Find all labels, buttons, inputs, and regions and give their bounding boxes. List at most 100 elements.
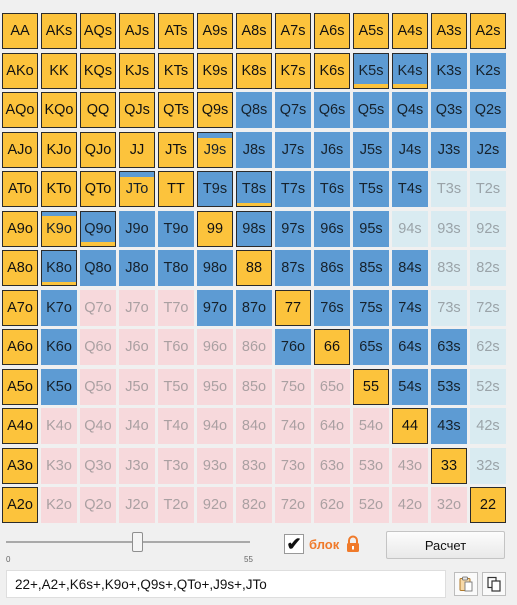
hand-cell-54s[interactable]: 54s bbox=[392, 368, 428, 405]
hand-cell-Q3o[interactable]: Q3o bbox=[80, 447, 116, 484]
hand-cell-75o[interactable]: 75o bbox=[275, 368, 311, 405]
hand-cell-T4o[interactable]: T4o bbox=[158, 408, 194, 444]
hand-cell-A5o[interactable]: A5o bbox=[2, 368, 38, 405]
hand-cell-64s[interactable]: 64s bbox=[392, 329, 428, 365]
hand-cell-QJo[interactable]: QJo bbox=[80, 131, 116, 168]
hand-cell-K6o[interactable]: K6o bbox=[41, 329, 77, 365]
hand-cell-J4o[interactable]: J4o bbox=[119, 408, 155, 444]
hand-cell-JTs[interactable]: JTs bbox=[158, 131, 194, 168]
hand-cell-88[interactable]: 88 bbox=[236, 250, 272, 286]
hand-cell-63o[interactable]: 63o bbox=[314, 447, 350, 484]
hand-cell-K2s[interactable]: K2s bbox=[470, 52, 506, 89]
hand-cell-J9s[interactable]: J9s bbox=[197, 131, 233, 168]
hand-cell-KJs[interactable]: KJs bbox=[119, 52, 155, 89]
hand-cell-85s[interactable]: 85s bbox=[353, 250, 389, 286]
hand-cell-63s[interactable]: 63s bbox=[431, 329, 467, 365]
hand-cell-Q8s[interactable]: Q8s bbox=[236, 92, 272, 128]
hand-cell-A7s[interactable]: A7s bbox=[275, 13, 311, 49]
hand-cell-AKo[interactable]: AKo bbox=[2, 52, 38, 89]
hand-cell-K7o[interactable]: K7o bbox=[41, 289, 77, 326]
hand-cell-43s[interactable]: 43s bbox=[431, 408, 467, 444]
hand-cell-K6s[interactable]: K6s bbox=[314, 52, 350, 89]
hand-cell-Q5o[interactable]: Q5o bbox=[80, 368, 116, 405]
hand-cell-87s[interactable]: 87s bbox=[275, 250, 311, 286]
hand-cell-QTo[interactable]: QTo bbox=[80, 171, 116, 207]
hand-cell-KK[interactable]: KK bbox=[41, 52, 77, 89]
hand-cell-86o[interactable]: 86o bbox=[236, 329, 272, 365]
hand-cell-K4o[interactable]: K4o bbox=[41, 408, 77, 444]
hand-cell-KJo[interactable]: KJo bbox=[41, 131, 77, 168]
paste-button[interactable] bbox=[454, 572, 478, 596]
hand-cell-TT[interactable]: TT bbox=[158, 171, 194, 207]
hand-cell-72s[interactable]: 72s bbox=[470, 289, 506, 326]
hand-cell-Q9s[interactable]: Q9s bbox=[197, 92, 233, 128]
hand-cell-T9o[interactable]: T9o bbox=[158, 210, 194, 247]
hand-cell-98s[interactable]: 98s bbox=[236, 210, 272, 247]
hand-cell-Q8o[interactable]: Q8o bbox=[80, 250, 116, 286]
hand-cell-42s[interactable]: 42s bbox=[470, 408, 506, 444]
hand-cell-A6o[interactable]: A6o bbox=[2, 329, 38, 365]
hand-cell-JJ[interactable]: JJ bbox=[119, 131, 155, 168]
hand-cell-74o[interactable]: 74o bbox=[275, 408, 311, 444]
hand-cell-T7s[interactable]: T7s bbox=[275, 171, 311, 207]
hand-cell-62s[interactable]: 62s bbox=[470, 329, 506, 365]
calculate-button[interactable]: Расчет bbox=[386, 531, 505, 559]
hand-cell-AJs[interactable]: AJs bbox=[119, 13, 155, 49]
hand-cell-32o[interactable]: 32o bbox=[431, 487, 467, 523]
hand-cell-J7o[interactable]: J7o bbox=[119, 289, 155, 326]
hand-cell-32s[interactable]: 32s bbox=[470, 447, 506, 484]
copy-button[interactable] bbox=[482, 572, 506, 596]
hand-cell-Q4o[interactable]: Q4o bbox=[80, 408, 116, 444]
range-text-field[interactable]: 22+,A2+,K6s+,K9o+,Q9s+,QTo+,J9s+,JTo bbox=[6, 570, 446, 598]
hand-cell-K3o[interactable]: K3o bbox=[41, 447, 77, 484]
hand-cell-83s[interactable]: 83s bbox=[431, 250, 467, 286]
hand-cell-K3s[interactable]: K3s bbox=[431, 52, 467, 89]
hand-cell-A2o[interactable]: A2o bbox=[2, 487, 38, 523]
hand-cell-KQs[interactable]: KQs bbox=[80, 52, 116, 89]
hand-cell-QTs[interactable]: QTs bbox=[158, 92, 194, 128]
hand-cell-T9s[interactable]: T9s bbox=[197, 171, 233, 207]
hand-cell-82o[interactable]: 82o bbox=[236, 487, 272, 523]
hand-cell-Q5s[interactable]: Q5s bbox=[353, 92, 389, 128]
hand-cell-A6s[interactable]: A6s bbox=[314, 13, 350, 49]
hand-cell-99[interactable]: 99 bbox=[197, 210, 233, 247]
hand-cell-62o[interactable]: 62o bbox=[314, 487, 350, 523]
hand-cell-A9s[interactable]: A9s bbox=[197, 13, 233, 49]
hand-cell-QJs[interactable]: QJs bbox=[119, 92, 155, 128]
hand-cell-K9o[interactable]: K9o bbox=[41, 210, 77, 247]
hand-cell-97s[interactable]: 97s bbox=[275, 210, 311, 247]
hand-cell-92s[interactable]: 92s bbox=[470, 210, 506, 247]
slider-track[interactable] bbox=[6, 541, 250, 543]
hand-cell-T6o[interactable]: T6o bbox=[158, 329, 194, 365]
hand-cell-Q3s[interactable]: Q3s bbox=[431, 92, 467, 128]
hand-cell-96s[interactable]: 96s bbox=[314, 210, 350, 247]
hand-cell-AQo[interactable]: AQo bbox=[2, 92, 38, 128]
hand-cell-T6s[interactable]: T6s bbox=[314, 171, 350, 207]
hand-cell-T5o[interactable]: T5o bbox=[158, 368, 194, 405]
hand-cell-83o[interactable]: 83o bbox=[236, 447, 272, 484]
hand-cell-AJo[interactable]: AJo bbox=[2, 131, 38, 168]
hand-cell-64o[interactable]: 64o bbox=[314, 408, 350, 444]
hand-cell-72o[interactable]: 72o bbox=[275, 487, 311, 523]
hand-cell-53o[interactable]: 53o bbox=[353, 447, 389, 484]
hand-cell-73s[interactable]: 73s bbox=[431, 289, 467, 326]
hand-cell-JTo[interactable]: JTo bbox=[119, 171, 155, 207]
hand-cell-55[interactable]: 55 bbox=[353, 368, 389, 405]
hand-cell-K2o[interactable]: K2o bbox=[41, 487, 77, 523]
hand-cell-73o[interactable]: 73o bbox=[275, 447, 311, 484]
hand-cell-93o[interactable]: 93o bbox=[197, 447, 233, 484]
hand-cell-AKs[interactable]: AKs bbox=[41, 13, 77, 49]
hand-cell-85o[interactable]: 85o bbox=[236, 368, 272, 405]
hand-cell-82s[interactable]: 82s bbox=[470, 250, 506, 286]
hand-cell-ATo[interactable]: ATo bbox=[2, 171, 38, 207]
hand-cell-A3o[interactable]: A3o bbox=[2, 447, 38, 484]
hand-cell-T8o[interactable]: T8o bbox=[158, 250, 194, 286]
hand-cell-94s[interactable]: 94s bbox=[392, 210, 428, 247]
hand-cell-K8o[interactable]: K8o bbox=[41, 250, 77, 286]
hand-cell-98o[interactable]: 98o bbox=[197, 250, 233, 286]
hand-cell-K4s[interactable]: K4s bbox=[392, 52, 428, 89]
hand-cell-84o[interactable]: 84o bbox=[236, 408, 272, 444]
hand-cell-AQs[interactable]: AQs bbox=[80, 13, 116, 49]
hand-cell-J4s[interactable]: J4s bbox=[392, 131, 428, 168]
hand-cell-J6s[interactable]: J6s bbox=[314, 131, 350, 168]
